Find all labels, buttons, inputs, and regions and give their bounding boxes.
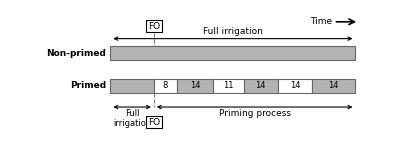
Text: Time: Time — [310, 17, 332, 26]
Text: Priming process: Priming process — [219, 109, 290, 118]
Text: FO: FO — [148, 118, 160, 127]
Text: 14: 14 — [290, 81, 300, 90]
Text: Non-primed: Non-primed — [46, 49, 106, 58]
Text: FO: FO — [148, 22, 160, 31]
Bar — [312, 79, 355, 93]
Text: Primed: Primed — [70, 81, 106, 90]
Bar — [154, 79, 177, 93]
Bar — [110, 79, 154, 93]
Text: 8: 8 — [163, 81, 168, 90]
Text: 14: 14 — [256, 81, 266, 90]
Text: Full irrigation: Full irrigation — [203, 27, 263, 37]
Text: 11: 11 — [223, 81, 234, 90]
Text: 14: 14 — [190, 81, 200, 90]
Bar — [177, 79, 213, 93]
Bar — [110, 46, 355, 60]
Bar — [278, 79, 312, 93]
Text: 14: 14 — [328, 81, 339, 90]
Bar — [213, 79, 244, 93]
Text: Full
irrigation: Full irrigation — [113, 109, 151, 128]
Bar — [244, 79, 278, 93]
